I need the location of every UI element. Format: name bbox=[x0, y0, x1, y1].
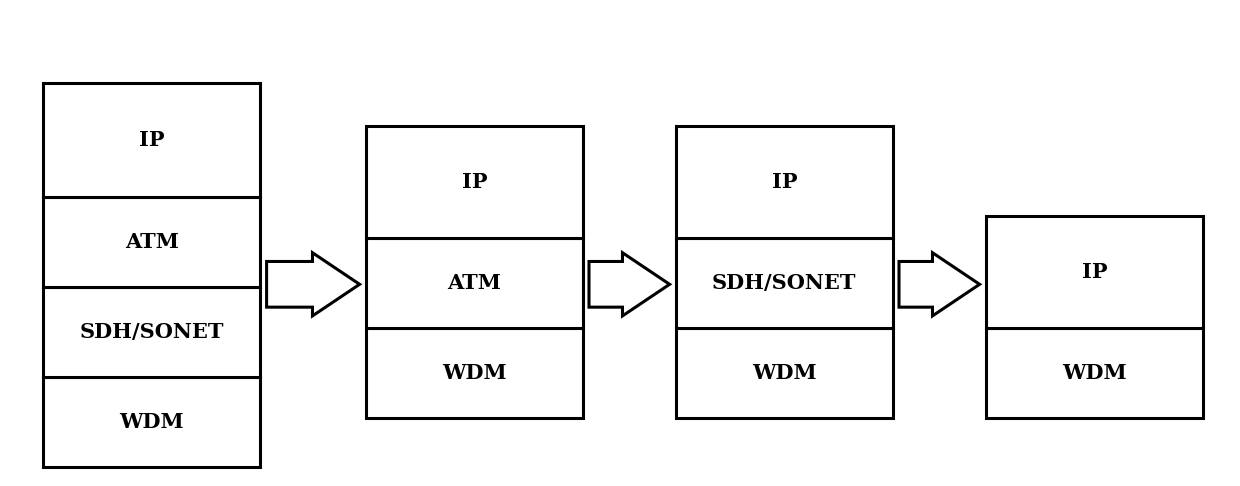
Text: WDM: WDM bbox=[441, 363, 507, 383]
Text: WDM: WDM bbox=[1061, 363, 1127, 383]
Text: WDM: WDM bbox=[751, 363, 817, 383]
Bar bbox=[676, 238, 893, 328]
Text: SDH/SONET: SDH/SONET bbox=[79, 322, 224, 342]
Text: IP: IP bbox=[1081, 262, 1107, 282]
Bar bbox=[676, 328, 893, 418]
Bar bbox=[366, 126, 583, 238]
Text: ATM: ATM bbox=[125, 232, 179, 252]
Bar bbox=[43, 287, 260, 377]
Text: SDH/SONET: SDH/SONET bbox=[712, 273, 857, 293]
Bar bbox=[986, 216, 1203, 328]
Polygon shape bbox=[267, 253, 360, 316]
Bar bbox=[43, 197, 260, 287]
Text: ATM: ATM bbox=[448, 273, 501, 293]
Polygon shape bbox=[899, 253, 980, 316]
Bar bbox=[43, 377, 260, 467]
Bar bbox=[986, 328, 1203, 418]
Text: IP: IP bbox=[461, 172, 487, 192]
Polygon shape bbox=[589, 253, 670, 316]
Text: WDM: WDM bbox=[119, 412, 185, 432]
Bar bbox=[366, 238, 583, 328]
Bar bbox=[366, 328, 583, 418]
Text: IP: IP bbox=[139, 130, 165, 150]
Bar bbox=[43, 83, 260, 197]
Bar bbox=[676, 126, 893, 238]
Text: IP: IP bbox=[771, 172, 797, 192]
